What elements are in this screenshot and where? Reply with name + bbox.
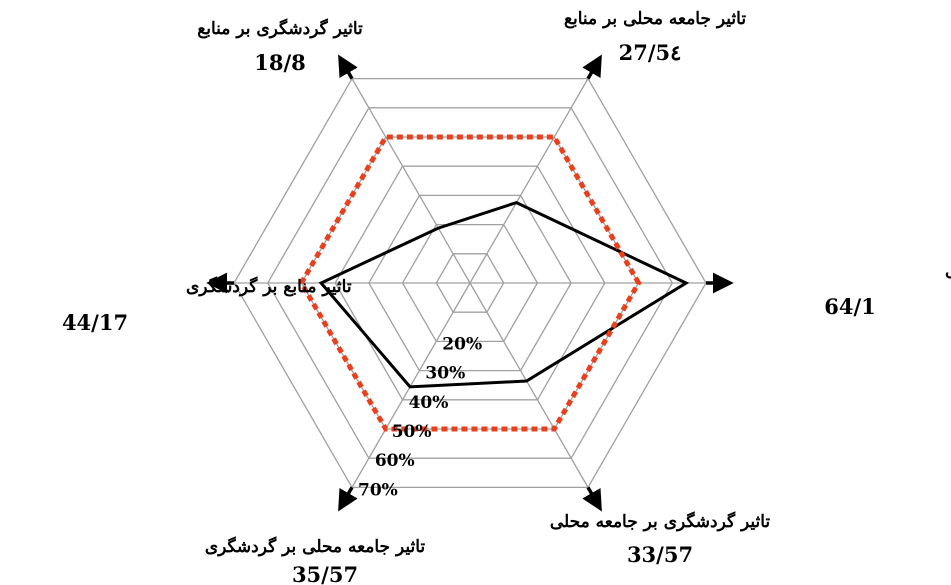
ring-label-5: 70%: [358, 480, 398, 500]
axis-value-4: 35/57: [292, 562, 358, 585]
ring-label-1: 30%: [425, 364, 465, 384]
axis-arrow-4: [338, 486, 358, 512]
ring-labels: 20% 30% 40% 50% 60% 70%: [358, 334, 482, 500]
axis-labels: تاثیر منابع بر جامعه محلی 64/1 تاثیر جامعه…: [62, 9, 951, 585]
axis-arrow-5: [582, 486, 602, 512]
axis-label-3: تاثیر منابع بر گردشگری: [186, 276, 352, 297]
ring-label-4: 60%: [375, 451, 415, 471]
axis-value-0: 64/1: [824, 294, 876, 319]
ring-label-2: 40%: [409, 393, 449, 413]
ring-label-0: 20%: [442, 334, 482, 354]
axis-label-2: تاثیر گردشگری بر منابع: [197, 18, 363, 39]
grid-spoke-1: [469, 78, 589, 284]
grid-spoke-4: [351, 282, 471, 488]
axis-label-0: تاثیر منابع بر جامعه محلی: [945, 261, 951, 281]
axis-value-2: 18/8: [254, 50, 306, 75]
axis-value-1: 27/5٤: [619, 40, 682, 65]
axis-label-4: تاثیر جامعه محلی بر گردشگری: [205, 536, 426, 557]
axis-arrow-2: [338, 54, 358, 80]
grid-spoke-5: [469, 282, 589, 488]
ring-label-3: 50%: [392, 422, 432, 442]
axis-label-1: تاثیر جامعه محلی بر منابع: [564, 9, 746, 29]
series-layer: [298, 134, 690, 432]
axis-label-5: تاثیر گردشگری بر جامعه محلی: [550, 511, 771, 532]
axis-spokes: [206, 54, 734, 512]
grid-spoke-2: [351, 78, 471, 284]
axis-arrow-1: [582, 54, 602, 80]
axis-value-3: 44/17: [62, 310, 128, 335]
axis-value-5: 33/57: [627, 542, 693, 567]
